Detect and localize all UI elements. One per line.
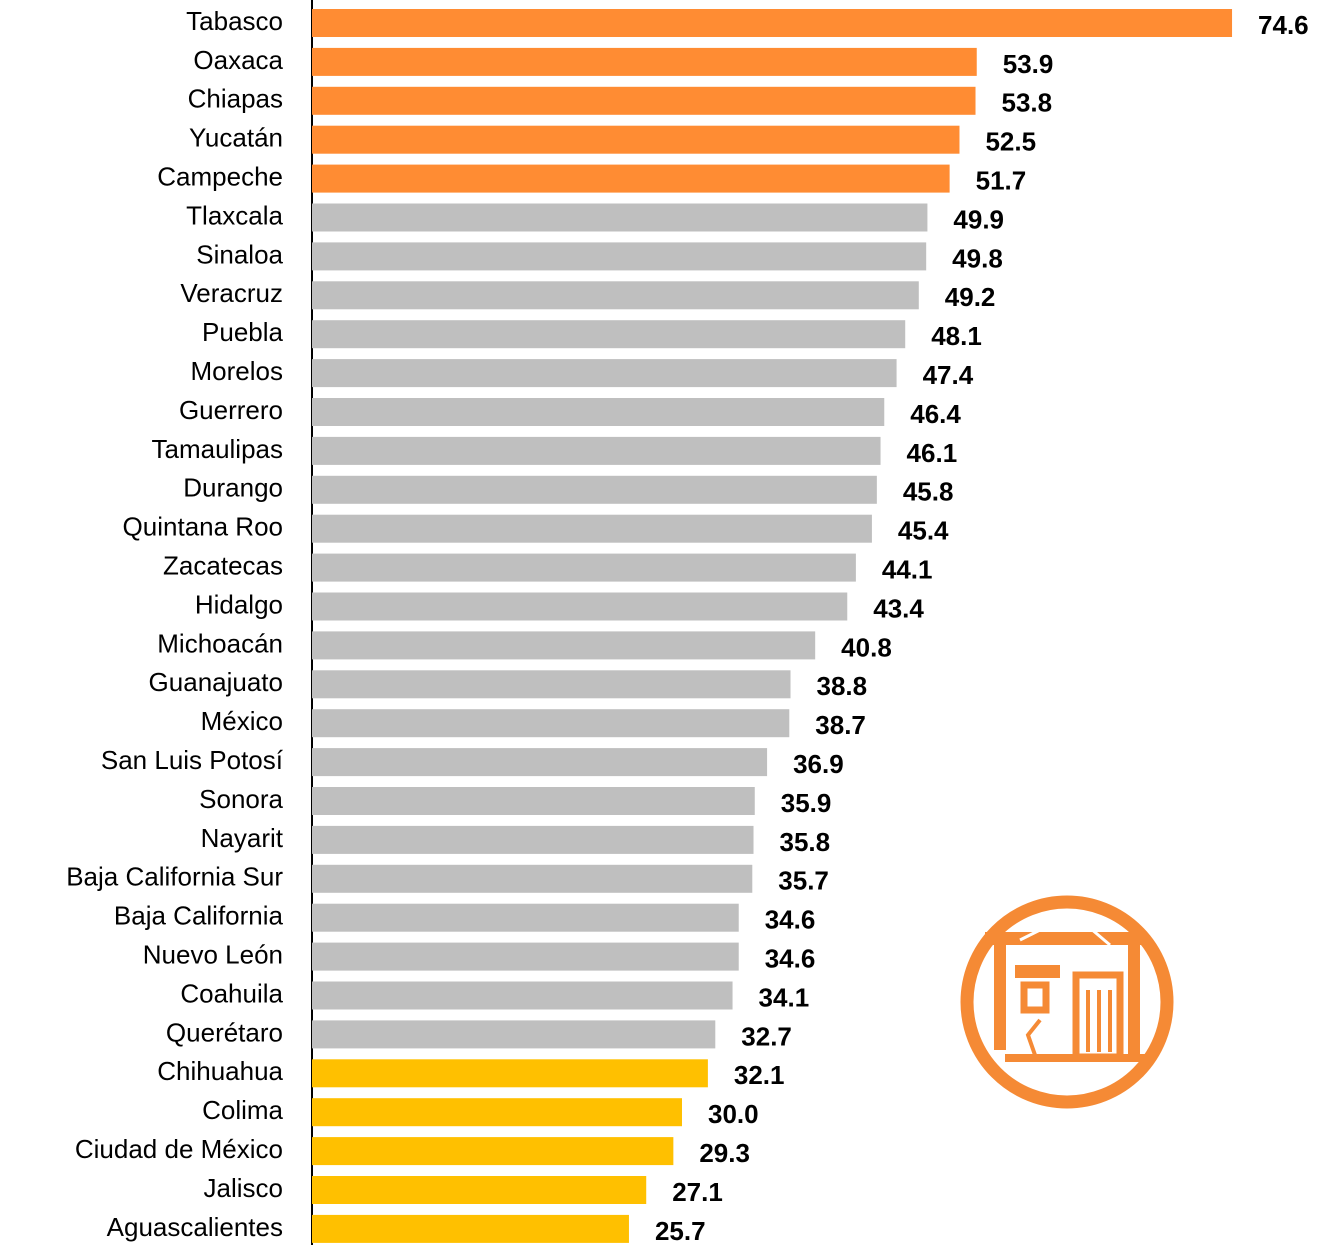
category-label: Veracruz [180, 278, 283, 308]
value-label: 34.1 [759, 982, 810, 1012]
category-label: Hidalgo [195, 589, 283, 619]
category-label: Morelos [191, 356, 283, 386]
category-label: Nuevo León [143, 939, 283, 969]
value-label: 45.4 [898, 516, 949, 546]
bar [312, 670, 791, 699]
value-label: 38.8 [817, 671, 868, 701]
category-label: Coahuila [180, 978, 283, 1008]
bar [312, 592, 848, 621]
category-label: Jalisco [204, 1173, 283, 1203]
bar [312, 398, 885, 426]
bar [312, 242, 927, 271]
bar [312, 709, 790, 738]
bar [312, 47, 977, 76]
bar [312, 475, 877, 504]
value-label: 74.6 [1258, 10, 1309, 40]
value-label: 25.7 [655, 1216, 706, 1245]
bar [312, 125, 960, 154]
bar [312, 1137, 674, 1166]
category-label: San Luis Potosí [101, 745, 284, 775]
category-label: México [201, 706, 283, 736]
bar [312, 553, 856, 582]
value-label: 43.4 [873, 593, 924, 623]
bar [312, 9, 1233, 37]
category-label: Tabasco [186, 6, 283, 36]
category-label: Zacatecas [163, 550, 283, 580]
bar [312, 942, 739, 971]
value-label: 48.1 [931, 321, 982, 351]
value-label: 46.4 [910, 399, 961, 429]
bar [312, 1176, 647, 1204]
category-label: Querétaro [166, 1017, 283, 1047]
bar [312, 359, 897, 388]
bar [312, 86, 976, 115]
category-label: Baja California [114, 901, 284, 931]
category-label: Michoacán [157, 628, 283, 658]
category-label: Oaxaca [193, 45, 283, 75]
category-label: Quintana Roo [123, 512, 283, 542]
category-label: Chihuahua [157, 1056, 283, 1086]
bar [312, 514, 872, 543]
bar [312, 631, 816, 660]
bar [312, 320, 906, 349]
category-label: Sinaloa [196, 239, 283, 269]
value-label: 51.7 [976, 165, 1027, 195]
value-label: 30.0 [708, 1099, 759, 1129]
bar [312, 864, 753, 893]
value-label: 44.1 [882, 554, 933, 584]
category-label: Sonora [199, 784, 283, 814]
category-label: Yucatán [189, 123, 283, 153]
bar [312, 164, 950, 193]
value-label: 35.9 [781, 788, 832, 818]
bar [312, 981, 733, 1010]
bar [312, 1020, 716, 1049]
value-label: 34.6 [765, 943, 816, 973]
bar [312, 1059, 708, 1088]
value-label: 45.8 [903, 477, 954, 507]
value-label: 35.8 [780, 827, 831, 857]
category-label: Puebla [202, 317, 283, 347]
value-label: 32.1 [734, 1060, 785, 1090]
value-label: 40.8 [841, 632, 892, 662]
category-label: Nayarit [201, 823, 284, 853]
category-label: Durango [183, 473, 283, 503]
category-label: Guerrero [179, 395, 283, 425]
value-label: 34.6 [765, 905, 816, 935]
value-label: 47.4 [923, 360, 974, 390]
bar [312, 787, 755, 815]
category-label: Guanajuato [149, 667, 283, 697]
bar [312, 903, 739, 932]
category-label: Aguascalientes [107, 1212, 283, 1242]
bar [312, 281, 919, 310]
category-label: Campeche [157, 161, 283, 191]
category-label: Colima [202, 1095, 283, 1125]
value-label: 36.9 [793, 749, 844, 779]
value-label: 29.3 [699, 1138, 750, 1168]
category-label: Baja California Sur [66, 862, 283, 892]
value-label: 53.8 [1002, 88, 1053, 118]
value-label: 27.1 [672, 1177, 723, 1207]
bar [312, 203, 928, 232]
value-label: 49.2 [945, 282, 996, 312]
bar [312, 825, 754, 854]
value-label: 46.1 [907, 438, 958, 468]
value-label: 35.7 [778, 866, 829, 896]
bar [312, 1098, 682, 1127]
bar [312, 1214, 629, 1243]
bar [312, 436, 881, 465]
value-label: 49.8 [952, 243, 1003, 273]
value-label: 52.5 [985, 127, 1036, 157]
value-label: 32.7 [741, 1021, 792, 1051]
bar [312, 748, 768, 777]
value-label: 49.9 [953, 204, 1004, 234]
house-icon [960, 895, 1174, 1109]
category-label: Ciudad de México [75, 1134, 283, 1164]
category-label: Tlaxcala [186, 200, 283, 230]
value-label: 38.7 [815, 710, 866, 740]
value-label: 53.9 [1003, 49, 1054, 79]
category-label: Chiapas [188, 84, 283, 114]
category-label: Tamaulipas [151, 434, 283, 464]
